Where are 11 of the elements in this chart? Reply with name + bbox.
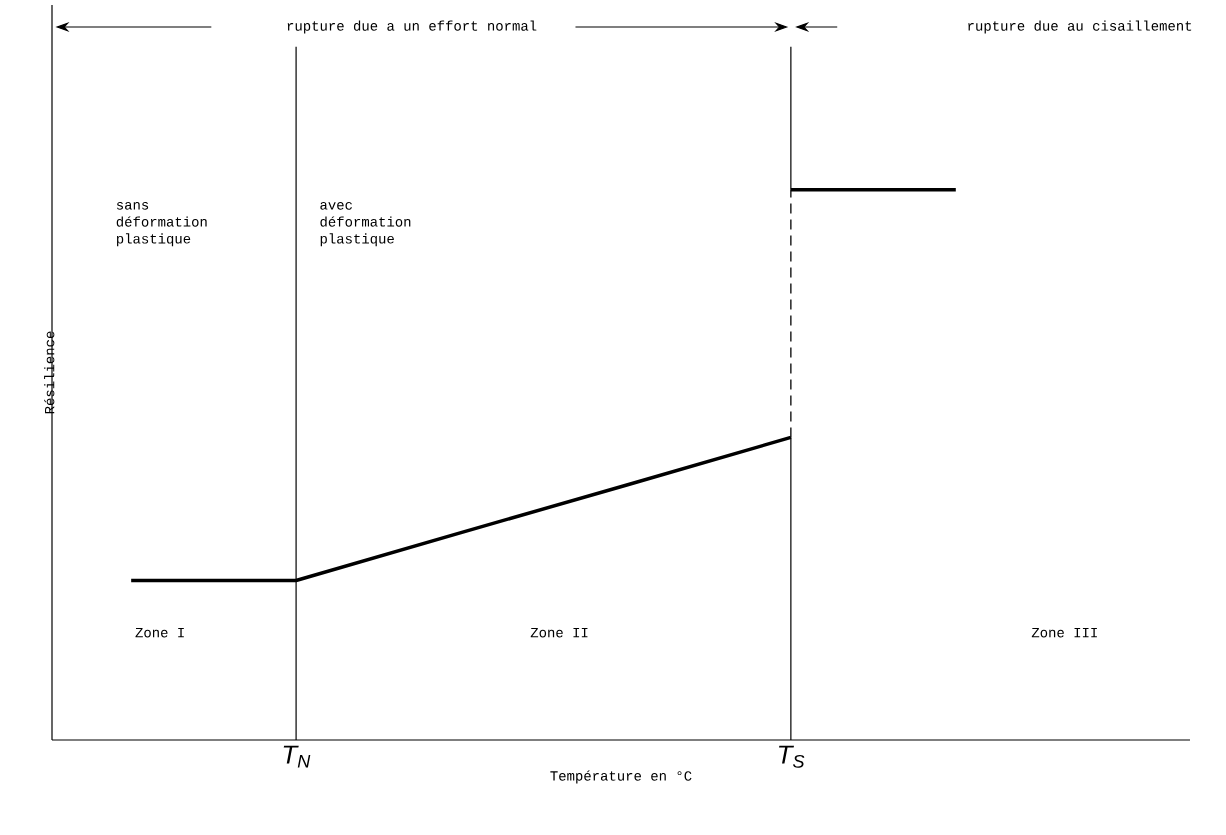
annotation: Zone II — [530, 628, 588, 638]
annotation: avec déformation plastique — [320, 202, 411, 247]
annotation: sans déformation plastique — [116, 202, 207, 247]
x-axis-title: Température en °C — [550, 770, 692, 784]
annotation: Zone I — [135, 628, 184, 638]
x-tick-label: T$_{S}$ — [778, 745, 805, 768]
y-axis-title: Résilience — [44, 331, 55, 414]
annotation: Zone III — [1031, 628, 1097, 638]
text: rupture due a un effort normal — [287, 20, 537, 34]
x-tick-label: T$_{N}$ — [283, 745, 311, 768]
text: rupture due au cisaillement — [968, 20, 1192, 34]
